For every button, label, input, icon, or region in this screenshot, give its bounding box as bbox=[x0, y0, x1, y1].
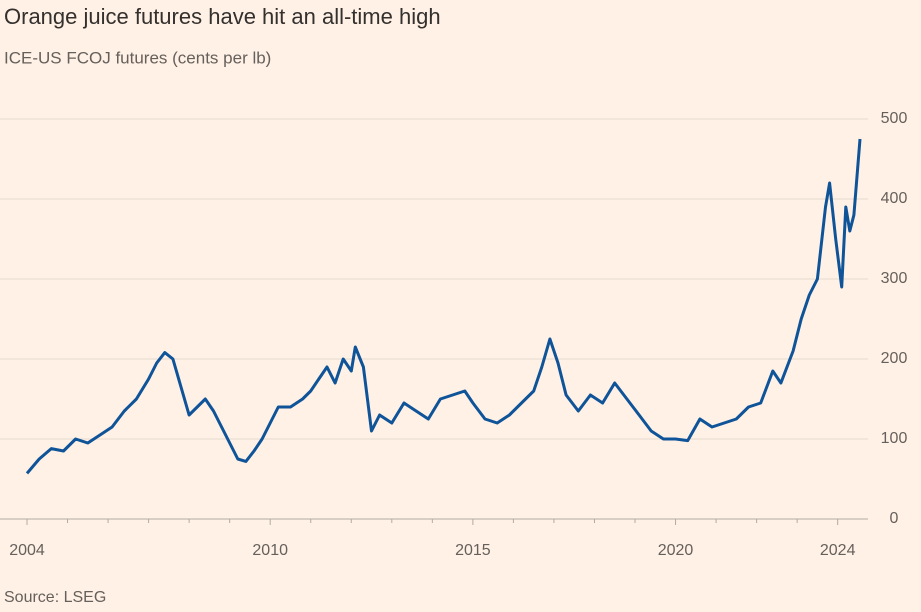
y-tick-label: 200 bbox=[881, 350, 908, 367]
y-tick-label: 400 bbox=[881, 190, 908, 207]
chart-title: Orange juice futures have hit an all-tim… bbox=[4, 4, 441, 29]
y-tick-label: 300 bbox=[881, 270, 908, 287]
x-tick-label: 2004 bbox=[9, 542, 45, 559]
y-tick-label: 500 bbox=[881, 110, 908, 127]
x-tick-label: 2010 bbox=[252, 542, 288, 559]
y-tick-label: 100 bbox=[881, 430, 908, 447]
data-line bbox=[25, 138, 862, 475]
x-tick-label: 2015 bbox=[455, 542, 491, 559]
source: Source: LSEG bbox=[4, 589, 106, 606]
y-tick-label: 0 bbox=[890, 510, 899, 527]
x-tick-label: 2024 bbox=[820, 542, 856, 559]
chart-subtitle: ICE-US FCOJ futures (cents per lb) bbox=[4, 48, 271, 67]
x-tick-label: 2020 bbox=[658, 542, 694, 559]
